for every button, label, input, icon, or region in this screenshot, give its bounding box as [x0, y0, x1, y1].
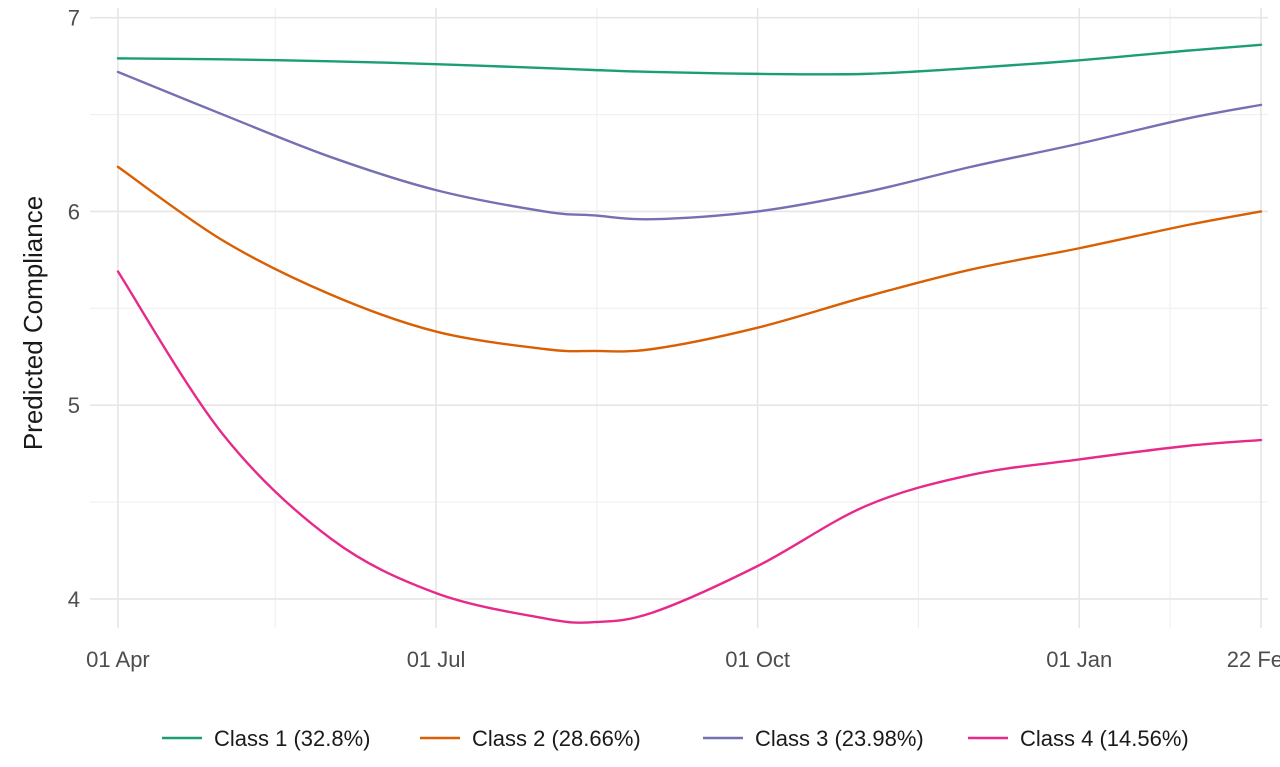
x-tick-label: 22 Feb: [1227, 647, 1280, 672]
y-tick-label: 5: [68, 393, 80, 418]
x-tick-label: 01 Jan: [1046, 647, 1112, 672]
legend-label: Class 2 (28.66%): [472, 726, 641, 751]
legend-item-class-3: Class 3 (23.98%): [703, 726, 924, 751]
x-tick-label: 01 Oct: [725, 647, 790, 672]
x-tick-label: 01 Jul: [407, 647, 466, 672]
legend: Class 1 (32.8%) Class 2 (28.66%) Class 3 (…: [162, 726, 1189, 751]
legend-label: Class 4 (14.56%): [1020, 726, 1189, 751]
minor-gridlines: [90, 8, 1268, 628]
series-line-class-1: [116, 43, 1263, 76]
x-axis-tick-labels: 01 Apr 01 Jul 01 Oct 01 Jan 22 Feb: [86, 647, 1280, 672]
legend-item-class-1: Class 1 (32.8%): [162, 726, 371, 751]
legend-item-class-2: Class 2 (28.66%): [420, 726, 641, 751]
y-tick-label: 7: [68, 6, 80, 31]
legend-item-class-4: Class 4 (14.56%): [968, 726, 1189, 751]
y-tick-label: 4: [68, 587, 80, 612]
y-tick-label: 6: [68, 199, 80, 224]
series-line-class-3: [116, 70, 1263, 221]
series-line-class-2: [116, 165, 1263, 353]
legend-label: Class 1 (32.8%): [214, 726, 371, 751]
y-axis-tick-labels: 4 5 6 7: [68, 6, 80, 612]
legend-label: Class 3 (23.98%): [755, 726, 924, 751]
series-line-class-4: [116, 270, 1263, 624]
major-gridlines: [90, 8, 1268, 628]
series-lines: [116, 43, 1263, 624]
x-tick-label: 01 Apr: [86, 647, 150, 672]
y-axis-title: Predicted Compliance: [18, 196, 48, 450]
